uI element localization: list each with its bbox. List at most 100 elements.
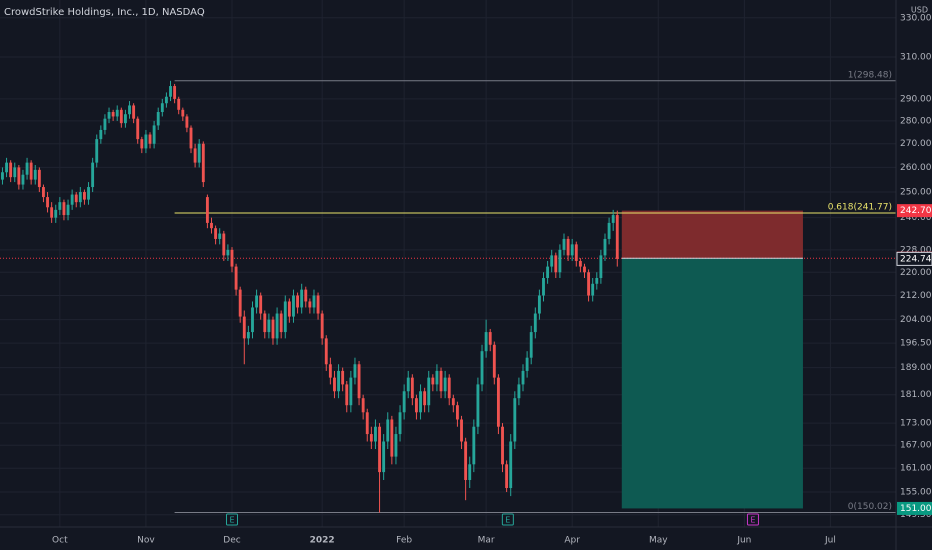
y-tick-label: 161.00 [900, 464, 932, 474]
event-label: E [505, 516, 510, 525]
candle-body [455, 405, 459, 420]
candle-body [115, 109, 119, 117]
x-tick-label: 2022 [310, 536, 335, 546]
candle-body [160, 103, 164, 113]
y-tick-label: 228.00 [900, 245, 932, 255]
candle-body [185, 116, 189, 128]
candle-body [546, 266, 550, 278]
candle-body [205, 197, 209, 223]
candle-body [599, 255, 603, 278]
candle-body [402, 391, 406, 413]
y-tick-label: 212.00 [900, 291, 932, 301]
candle-body [193, 148, 197, 163]
candle-body [173, 86, 177, 99]
candle-body [583, 266, 586, 273]
candle-body [181, 109, 185, 117]
candle-body [300, 289, 304, 308]
candle-body [78, 192, 82, 203]
candle-body [320, 313, 324, 339]
candles [1, 80, 619, 513]
candle-body [275, 313, 279, 339]
candle-body [460, 419, 463, 442]
candle-body [316, 295, 320, 314]
candle-body [148, 134, 152, 144]
event-label: E [750, 516, 755, 525]
candle-body [50, 207, 54, 218]
candle-body [123, 114, 127, 124]
candle-body [259, 295, 263, 314]
y-tick-label: 204.00 [900, 315, 932, 325]
candle-body [242, 316, 246, 339]
candle-body [472, 426, 476, 465]
y-tick-label: 220.00 [900, 268, 932, 278]
candle-body [406, 377, 410, 392]
candle-body [271, 319, 275, 339]
candle-body [164, 96, 168, 104]
candle-body [267, 319, 271, 333]
candle-body [369, 434, 373, 442]
front: 1(298.48) 0.618(241.77) 0(150.02) E E E [225, 70, 892, 526]
candle-body [419, 391, 422, 413]
candle-body [349, 377, 353, 406]
candle-body [263, 313, 267, 333]
candle-body [111, 112, 115, 117]
candle-body [218, 233, 222, 239]
candle-body [292, 295, 295, 317]
axes: 330.00 310.00 290.00 280.00 270.00 260.00 250.… [52, 13, 932, 546]
candle-body [37, 169, 41, 188]
candle-body [439, 370, 443, 392]
y-tick-label: 173.00 [900, 419, 932, 429]
candle-body [210, 222, 213, 229]
candle-body [427, 377, 431, 406]
candle-body [574, 244, 578, 261]
candle-body [443, 377, 447, 392]
candle-body [54, 209, 58, 218]
candle-body [103, 118, 107, 130]
candle-body [337, 370, 340, 392]
candle-body [361, 398, 365, 413]
y-tick-label: 181.00 [900, 390, 932, 400]
candle-body [46, 197, 49, 208]
candle-body [74, 194, 78, 203]
candle-body [566, 238, 570, 256]
price-tag-label: 151.00 [900, 504, 932, 514]
candle-body [496, 377, 500, 427]
y-tick-label: 155.00 [900, 488, 932, 498]
candle-body [595, 277, 599, 284]
candle-body [398, 412, 402, 435]
candle-body [382, 441, 386, 473]
y-tick-label: 310.00 [900, 53, 932, 63]
y-tick-label: 149.50 [900, 510, 932, 520]
price-tag [897, 501, 932, 515]
price-tag [897, 204, 932, 218]
candle-body [554, 255, 558, 273]
y-tick-label: 280.00 [900, 116, 932, 126]
candle-body [484, 332, 488, 352]
candle-body [509, 441, 513, 488]
candle-body [550, 255, 554, 267]
candle-body [83, 192, 86, 200]
candle-body [304, 289, 308, 302]
candle-body [29, 162, 33, 180]
candle-body [128, 105, 131, 115]
candle-body [374, 426, 377, 442]
event-label: E [229, 516, 234, 525]
candle-body [447, 377, 451, 399]
candle-body [607, 222, 611, 239]
candle-body [435, 370, 439, 385]
event-marker [746, 513, 759, 526]
candle-body [492, 344, 496, 378]
event-marker [225, 513, 238, 526]
candle-body [603, 238, 607, 256]
candle-body [505, 464, 509, 488]
x-tick-label: Jun [736, 536, 751, 546]
candle-body [365, 412, 369, 435]
candle-body [328, 364, 332, 378]
candle-body [5, 162, 8, 173]
x-tick-label: Dec [223, 536, 240, 546]
fib-label: 0(150.02) [848, 502, 892, 512]
candle-body [333, 377, 336, 392]
x-tick-label: May [649, 536, 668, 546]
candle-body [222, 233, 226, 256]
candle-body [345, 384, 349, 406]
